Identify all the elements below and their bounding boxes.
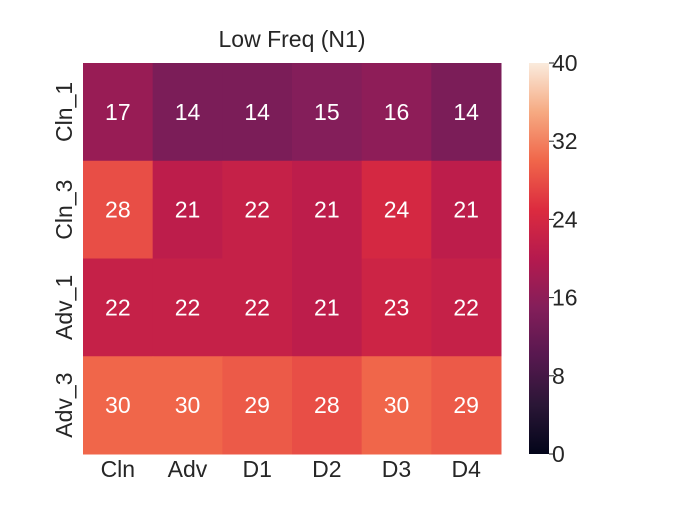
cell-value-label: 30 <box>384 392 410 418</box>
heatmap-cell <box>361 258 432 357</box>
cell-value-label: 17 <box>105 99 131 125</box>
cell-value-label: 21 <box>314 197 340 223</box>
heatmap-cell <box>152 356 223 455</box>
heatmap-cell <box>222 160 293 259</box>
heatmap-cell <box>222 258 293 357</box>
cell-value-label: 24 <box>384 197 410 223</box>
heatmap-cell <box>222 356 293 455</box>
colorbar-tick-label: 16 <box>552 285 578 311</box>
x-tick-label: D2 <box>312 456 341 482</box>
heatmap-cell <box>83 356 154 455</box>
cell-value-label: 14 <box>453 99 479 125</box>
cell-value-label: 14 <box>244 99 270 125</box>
colorbar-tick-label: 32 <box>552 128 578 154</box>
heatmap-cell <box>152 258 223 357</box>
heatmap-cell <box>83 160 154 259</box>
x-tick-label: Cln <box>101 456 136 482</box>
heatmap-cell <box>292 63 363 162</box>
cell-value-label: 21 <box>175 197 201 223</box>
cell-value-label: 22 <box>453 294 479 320</box>
colorbar-tick-label: 40 <box>552 50 578 76</box>
cell-value-label: 22 <box>175 294 201 320</box>
cell-value-label: 29 <box>453 392 479 418</box>
heatmap-cell <box>152 63 223 162</box>
colorbar-tick-label: 0 <box>552 441 565 467</box>
heatmap-cell <box>431 160 502 259</box>
x-tick-label: Adv <box>168 456 208 482</box>
cell-value-label: 30 <box>175 392 201 418</box>
y-tick-label: Cln_1 <box>51 82 77 142</box>
heatmap-cell <box>83 63 154 162</box>
heatmap-cells: 17 14 14 15 16 14 28 21 22 21 24 21 22 22 22 21 23 22 30 30… <box>83 63 502 455</box>
heatmap-cell <box>222 63 293 162</box>
heatmap-cell <box>83 258 154 357</box>
heatmap-cell <box>431 258 502 357</box>
cell-value-label: 22 <box>105 294 131 320</box>
x-tick-label: D3 <box>382 456 411 482</box>
heatmap-cell <box>361 63 432 162</box>
heatmap-cell <box>292 356 363 455</box>
cell-value-label: 23 <box>384 294 410 320</box>
cell-value-label: 21 <box>314 294 340 320</box>
cell-value-label: 22 <box>244 294 270 320</box>
colorbar-tick-labels: 0 8 16 24 32 40 <box>549 50 578 467</box>
x-tick-labels: Cln Adv D1 D2 D3 D4 <box>101 456 481 482</box>
heatmap-cell <box>292 160 363 259</box>
cell-value-label: 15 <box>314 99 340 125</box>
y-tick-label: Cln_3 <box>51 180 77 240</box>
heatmap-cell <box>361 160 432 259</box>
cell-value-label: 29 <box>244 392 270 418</box>
cell-value-label: 28 <box>105 197 131 223</box>
cell-value-label: 16 <box>384 99 410 125</box>
colorbar-tick-label: 8 <box>552 363 565 389</box>
x-tick-label: D1 <box>242 456 271 482</box>
y-tick-label: Adv_3 <box>51 373 77 438</box>
heatmap-cell <box>431 63 502 162</box>
y-tick-label: Adv_1 <box>51 275 77 340</box>
heatmap-cell <box>292 258 363 357</box>
cell-value-label: 22 <box>244 197 270 223</box>
x-tick-label: D4 <box>451 456 481 482</box>
cell-value-label: 28 <box>314 392 340 418</box>
cell-value-label: 30 <box>105 392 131 418</box>
heatmap-cell <box>361 356 432 455</box>
heatmap-cell <box>431 356 502 455</box>
colorbar-tick-label: 24 <box>552 206 578 232</box>
cell-value-label: 21 <box>453 197 479 223</box>
chart-title: Low Freq (N1) <box>219 26 366 52</box>
y-tick-labels: Cln_1 Cln_3 Adv_1 Adv_3 <box>51 82 77 438</box>
heatmap-cell <box>152 160 223 259</box>
cell-value-label: 14 <box>175 99 201 125</box>
colorbar <box>529 63 549 454</box>
